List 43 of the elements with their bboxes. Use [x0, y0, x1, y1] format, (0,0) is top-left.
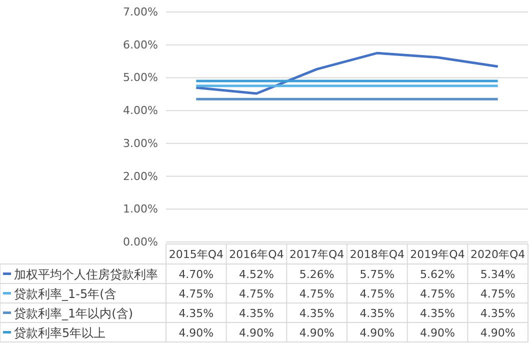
data-label: 5.62%: [420, 268, 455, 281]
data-label: 4.90%: [239, 326, 274, 340]
y-tick-label: 7.00%: [123, 6, 158, 19]
y-tick-label: 5.00%: [123, 71, 158, 84]
data-label: 4.90%: [420, 326, 455, 340]
x-tick-label: 2016年Q4: [229, 248, 284, 261]
x-tick-label: 2019年Q4: [410, 248, 465, 261]
data-label: 4.75%: [299, 287, 334, 300]
data-label: 4.52%: [239, 268, 274, 281]
data-label: 4.90%: [480, 326, 516, 340]
legend-label: 贷款利率5年以上: [14, 326, 106, 340]
data-label: 4.90%: [178, 326, 214, 340]
x-tick-label: 2017年Q4: [290, 248, 344, 261]
data-label: 4.75%: [239, 287, 274, 300]
data-label: 4.75%: [360, 287, 395, 300]
x-tick-label: 2020年Q4: [470, 248, 526, 261]
data-label: 4.70%: [178, 268, 214, 281]
data-label: 4.75%: [420, 287, 455, 300]
data-label: 4.90%: [299, 326, 334, 340]
data-label: 4.75%: [178, 287, 214, 300]
legend-label: 贷款利率_1-5年(含: [14, 286, 116, 301]
data-label: 4.90%: [360, 326, 395, 340]
y-tick-label: 0.00%: [123, 236, 158, 249]
data-label: 4.35%: [480, 306, 516, 320]
y-tick-label: 2.00%: [123, 170, 158, 183]
y-tick-label: 6.00%: [123, 38, 158, 52]
legend-label: 贷款利率_1年以内(含): [14, 306, 133, 320]
x-tick-label: 2015年Q4: [168, 248, 224, 261]
legend-label: 加权平均个人住房贷款利率: [14, 267, 158, 282]
data-label: 5.34%: [480, 268, 516, 281]
data-label: 4.35%: [178, 306, 214, 320]
data-label: 5.26%: [299, 268, 334, 281]
data-label: 5.75%: [360, 268, 395, 281]
data-label: 4.35%: [299, 306, 334, 320]
y-tick-label: 1.00%: [123, 202, 158, 216]
y-tick-label: 4.00%: [123, 104, 158, 118]
data-label: 4.35%: [239, 306, 274, 320]
data-label: 4.35%: [420, 306, 455, 320]
line-series: [194, 52, 500, 95]
x-tick-label: 2018年Q4: [350, 248, 404, 261]
y-tick-label: 3.00%: [123, 136, 158, 150]
data-label: 4.35%: [360, 306, 395, 320]
data-label: 4.75%: [480, 287, 516, 300]
